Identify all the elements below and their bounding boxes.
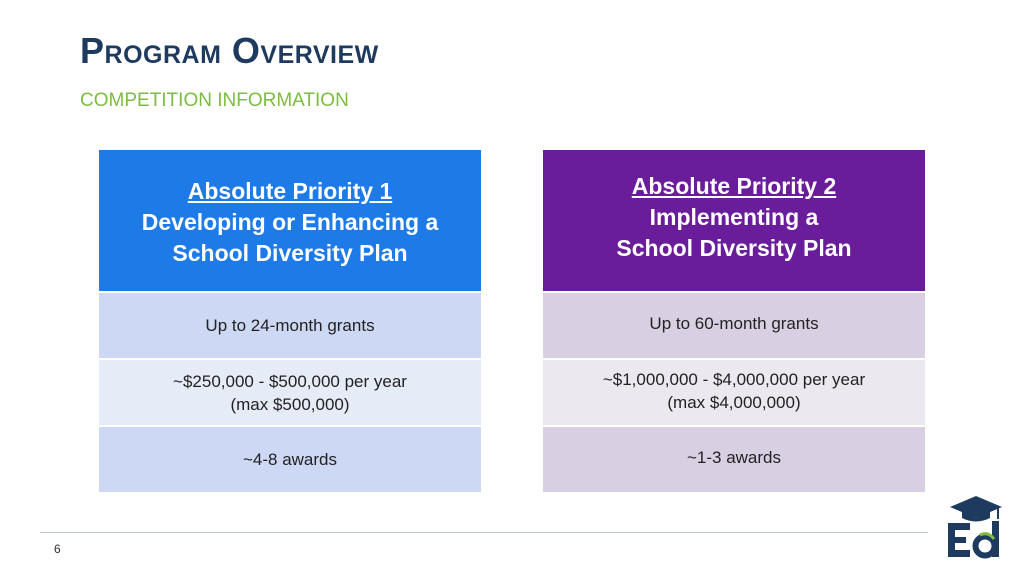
priority-1-grant-duration: Up to 24-month grants <box>99 293 481 358</box>
grant-duration-text: Up to 60-month grants <box>649 314 819 333</box>
ed-logo-icon <box>948 496 1002 559</box>
priority-2-card: Absolute Priority 2 Implementing a Schoo… <box>543 150 925 492</box>
priority-1-header: Absolute Priority 1 Developing or Enhanc… <box>99 150 481 291</box>
priority-2-awards: ~1-3 awards <box>543 427 925 492</box>
funding-range-text: ~$1,000,000 - $4,000,000 per year <box>602 369 866 389</box>
priority-1-card: Absolute Priority 1 Developing or Enhanc… <box>99 150 481 492</box>
funding-max-text: (max $4,000,000) <box>667 392 801 412</box>
slide-subtitle: COMPETITION INFORMATION <box>80 90 349 111</box>
priority-1-description-line2: School Diversity Plan <box>172 240 408 266</box>
priority-1-funding: ~$250,000 - $500,000 per year (max $500,… <box>99 360 481 425</box>
priority-1-description-line1: Developing or Enhancing a <box>141 209 439 235</box>
priority-2-description-line1: Implementing a <box>649 204 819 230</box>
slide-title: Program Overview <box>80 30 379 71</box>
grant-duration-text: Up to 24-month grants <box>205 316 375 335</box>
funding-range-text: ~$250,000 - $500,000 per year <box>173 371 407 391</box>
priority-2-description-line2: School Diversity Plan <box>616 235 852 261</box>
priority-2-funding: ~$1,000,000 - $4,000,000 per year (max $… <box>543 360 925 425</box>
funding-max-text: (max $500,000) <box>230 394 350 414</box>
priority-1-title[interactable]: Absolute Priority 1 <box>187 178 393 204</box>
page-number: 6 <box>54 542 61 556</box>
priority-2-title[interactable]: Absolute Priority 2 <box>631 173 837 199</box>
priority-1-awards: ~4-8 awards <box>99 427 481 492</box>
awards-text: ~1-3 awards <box>686 448 782 467</box>
awards-text: ~4-8 awards <box>242 450 338 469</box>
priority-2-grant-duration: Up to 60-month grants <box>543 293 925 358</box>
footer-divider <box>40 532 928 533</box>
priority-2-header: Absolute Priority 2 Implementing a Schoo… <box>543 150 925 291</box>
